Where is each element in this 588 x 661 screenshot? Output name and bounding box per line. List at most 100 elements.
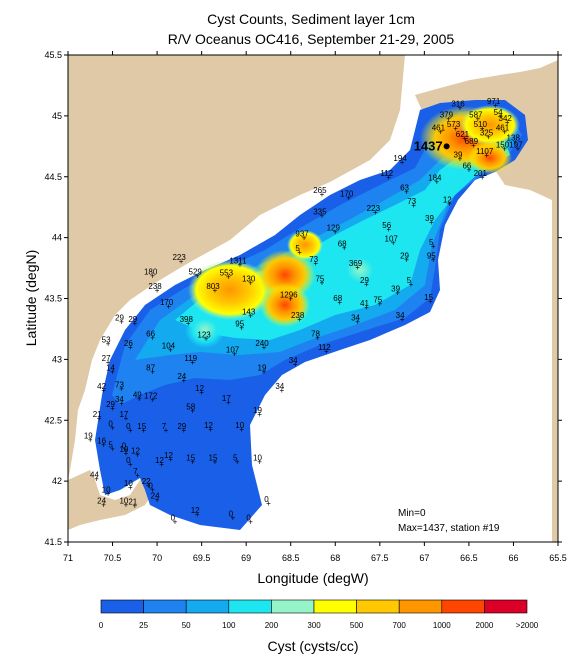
max-station-marker: 1437 [414, 138, 450, 153]
station-marker: + [435, 178, 440, 187]
station-value: 107 [226, 345, 240, 354]
station-value: 5 [295, 244, 300, 253]
station-marker: + [101, 500, 106, 509]
station-marker: + [150, 271, 155, 280]
station-marker: + [230, 514, 235, 523]
station-value: 1296 [280, 291, 298, 300]
station-marker: + [195, 510, 200, 519]
station-marker: + [302, 234, 307, 243]
station-marker: + [400, 315, 405, 324]
station-value: 95 [235, 320, 244, 329]
station-value: 104 [162, 342, 176, 351]
x-tick-label: 66 [508, 553, 518, 563]
x-tick-label: 68.5 [282, 553, 300, 563]
colorbar-swatch [356, 599, 400, 614]
station-value: 12 [204, 421, 213, 430]
station-value: 12 [191, 506, 200, 515]
station-marker: + [480, 124, 485, 133]
station-marker: + [377, 299, 382, 308]
station-value: 73 [309, 255, 318, 264]
station-value: 75 [315, 275, 324, 284]
station-value: 461 [432, 124, 446, 133]
colorbar-swatch [228, 599, 272, 614]
station-value: 223 [367, 204, 381, 213]
station-value: 29 [177, 422, 186, 431]
station-value: 12 [195, 384, 204, 393]
station-value: 29 [106, 400, 115, 409]
colorbar-swatch [484, 599, 528, 614]
station-value: 0 [229, 510, 234, 519]
station-value: 15 [209, 454, 218, 463]
station-marker: + [204, 335, 209, 344]
station-value: 15 [186, 454, 195, 463]
station-value: 170 [160, 298, 174, 307]
station-value: 75 [373, 295, 382, 304]
station-marker: + [502, 145, 507, 154]
station-marker: + [159, 460, 164, 469]
contour-cyan-blob-south [185, 312, 225, 348]
station-value: 53 [102, 336, 111, 345]
station-value: 129 [327, 224, 341, 233]
station-marker: + [297, 248, 302, 257]
station-marker: + [462, 134, 467, 143]
station-marker: + [266, 499, 271, 508]
station-value: 39 [425, 214, 434, 223]
station-value: 0 [126, 422, 131, 431]
station-value: 24 [177, 372, 186, 381]
station-marker: + [257, 458, 262, 467]
station-marker: + [150, 368, 155, 377]
station-value: 223 [172, 253, 186, 262]
station-value: 316 [451, 99, 465, 108]
station-value: 10 [119, 496, 128, 505]
station-value: 54 [494, 108, 503, 117]
station-value: 66 [462, 161, 471, 170]
station-marker: + [94, 475, 99, 484]
land-cape-cod [68, 470, 155, 530]
station-value: 7 [133, 467, 138, 476]
station-value: 123 [197, 331, 211, 340]
station-value: 573 [447, 120, 461, 129]
station-value: 112 [318, 343, 331, 352]
station-marker: + [386, 225, 391, 234]
station-value: 10 [235, 421, 244, 430]
station-value: 95 [427, 252, 436, 261]
station-value: 73 [407, 197, 416, 206]
station-marker: + [480, 173, 485, 182]
station-marker: + [173, 517, 178, 526]
station-marker: + [458, 103, 463, 112]
land-coastline [68, 55, 558, 480]
station-value: 21 [93, 410, 102, 419]
station-marker: + [106, 340, 111, 349]
station-value: 0 [264, 495, 269, 504]
station-marker: + [226, 398, 231, 407]
y-tick-label: 43 [52, 354, 62, 364]
colorbar-tick-label: 50 [182, 621, 191, 630]
station-value: 10 [102, 485, 111, 494]
x-axis-label: Longitude (degW) [257, 570, 368, 586]
station-value: 335 [313, 208, 327, 217]
station-marker: + [166, 302, 171, 311]
station-marker: + [168, 346, 173, 355]
station-value: 44 [90, 471, 99, 480]
station-marker: + [364, 280, 369, 289]
station-value: 73 [115, 381, 124, 390]
colorbar-swatch [143, 599, 187, 614]
station-marker: + [320, 279, 325, 288]
station-value: 34 [289, 356, 298, 365]
station-marker: + [232, 349, 237, 358]
station-value: 17 [222, 394, 231, 403]
station-marker: + [164, 426, 169, 435]
y-tick-label: 44.5 [44, 172, 62, 182]
station-marker: + [155, 286, 160, 295]
chart-title: Cyst Counts, Sediment layer 1cm [207, 11, 415, 27]
colorbar-tick-label: 700 [393, 621, 407, 630]
station-value: 587 [469, 110, 483, 119]
colorbar-tick-label: 1000 [433, 621, 451, 630]
station-marker: + [132, 501, 137, 510]
station-value: 0 [171, 513, 176, 522]
station-marker: + [493, 101, 498, 110]
station-value: 138 [507, 133, 521, 142]
station-value: 143 [242, 308, 256, 317]
station-marker: + [110, 424, 115, 433]
station-value: 689 [465, 137, 479, 146]
